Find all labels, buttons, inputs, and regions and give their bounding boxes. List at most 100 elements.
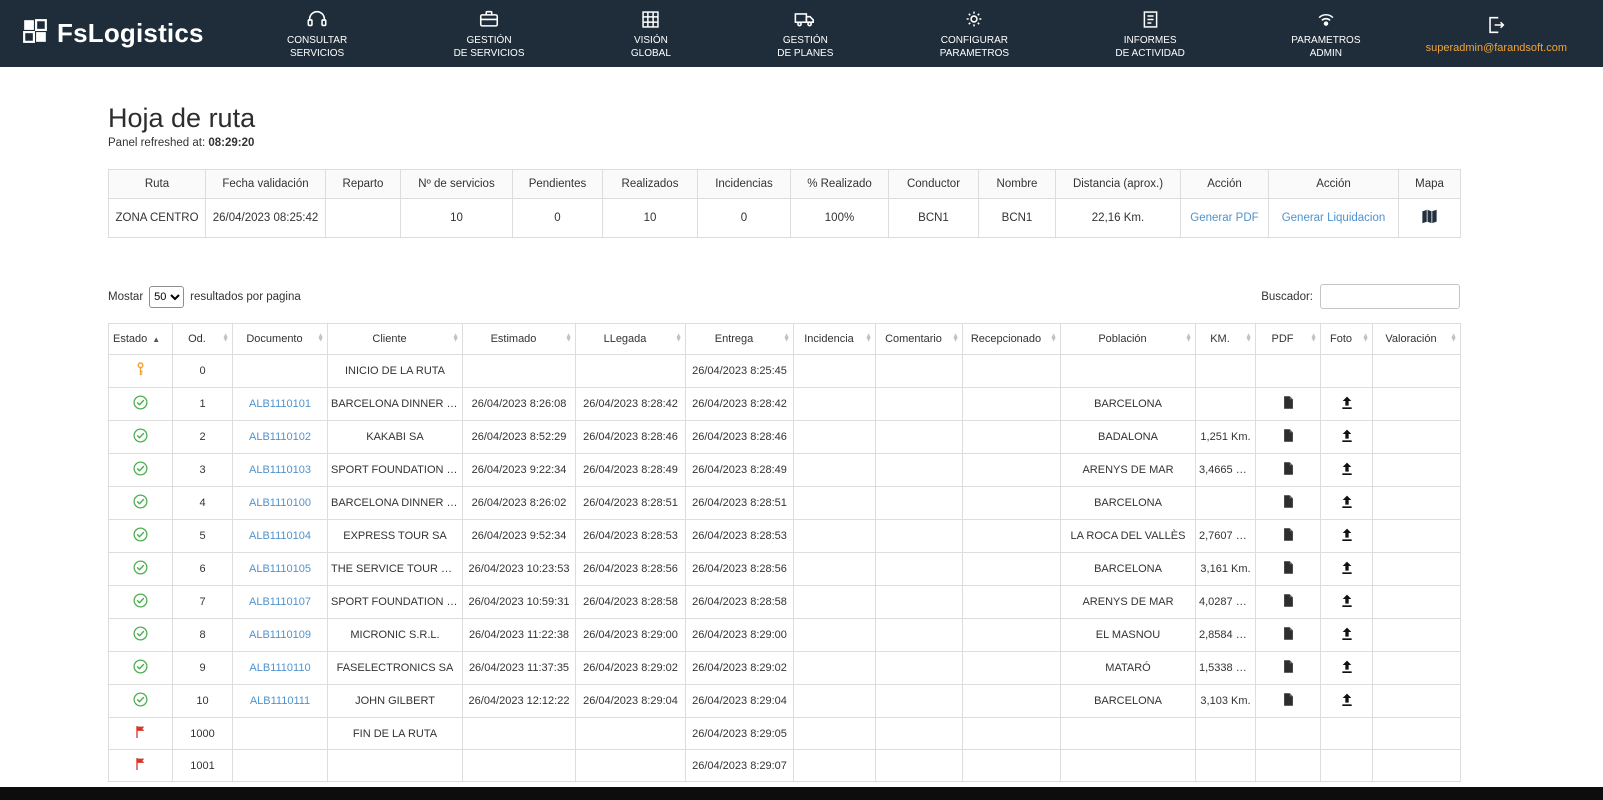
column-header-incidencia[interactable]: Incidencia ▲ ▼ bbox=[793, 323, 876, 355]
upload-icon[interactable] bbox=[1339, 527, 1355, 546]
pdf-file-icon[interactable] bbox=[1281, 658, 1296, 678]
documento-link[interactable]: ALB1110100 bbox=[249, 497, 311, 509]
logout-icon[interactable] bbox=[1485, 14, 1507, 37]
valoracion-cell bbox=[1372, 354, 1461, 388]
km-cell bbox=[1195, 749, 1256, 782]
generar-pdf-link[interactable]: Generar PDF bbox=[1190, 212, 1259, 224]
valoracion-cell bbox=[1372, 453, 1461, 487]
incidencia-cell bbox=[793, 519, 876, 553]
documento-link[interactable]: ALB1110105 bbox=[249, 563, 311, 575]
column-header-km-[interactable]: KM. ▲ ▼ bbox=[1195, 323, 1256, 355]
upload-icon[interactable] bbox=[1339, 659, 1355, 678]
documento-link[interactable]: ALB1110107 bbox=[249, 596, 311, 608]
poblacion-cell: BARCELONA bbox=[1060, 684, 1196, 718]
pdf-file-icon[interactable] bbox=[1281, 559, 1296, 579]
column-header-estado[interactable]: Estado ▲ bbox=[108, 323, 173, 355]
nav-item-consultar-servicios[interactable]: CONSULTAR SERVICIOS bbox=[287, 8, 347, 60]
upload-icon[interactable] bbox=[1339, 461, 1355, 480]
estado-cell bbox=[108, 453, 173, 487]
navbar-items: CONSULTAR SERVICIOS GESTIÓN DE SERVICIOS VIS… bbox=[217, 8, 1416, 60]
column-header-valoraci-n[interactable]: Valoración ▲ ▼ bbox=[1372, 323, 1461, 355]
pdf-file-icon[interactable] bbox=[1281, 394, 1296, 414]
nav-item-label: PARAMETROS ADMIN bbox=[1291, 34, 1361, 59]
column-header-comentario[interactable]: Comentario ▲ ▼ bbox=[875, 323, 963, 355]
generar-liquidacion-link[interactable]: Generar Liquidacion bbox=[1281, 212, 1386, 224]
nav-item-parametros-admin[interactable]: PARAMETROS ADMIN bbox=[1291, 8, 1361, 60]
key-icon bbox=[132, 361, 149, 381]
nav-item-gestion-de-servicios[interactable]: GESTIÓN DE SERVICIOS bbox=[454, 8, 525, 60]
valoracion-cell bbox=[1372, 486, 1461, 520]
route-services-table-body: 0 INICIO DE LA RUTA 26/04/2023 8:25:45 1 ALB… bbox=[108, 354, 1461, 782]
brand[interactable]: FsLogistics bbox=[22, 18, 217, 49]
nav-item-informes-de-actividad[interactable]: INFORMES DE ACTIVIDAD bbox=[1115, 8, 1185, 60]
flag-icon bbox=[133, 756, 149, 775]
valoracion-cell bbox=[1372, 749, 1461, 782]
sort-toggle-icon: ▲ ▼ bbox=[452, 332, 459, 344]
upload-icon[interactable] bbox=[1339, 428, 1355, 447]
upload-icon[interactable] bbox=[1339, 560, 1355, 579]
column-header-estimado[interactable]: Estimado ▲ ▼ bbox=[462, 323, 576, 355]
summary-column-header-9: Nombre bbox=[978, 169, 1056, 199]
documento-link[interactable]: ALB1110110 bbox=[249, 662, 311, 674]
documento-cell bbox=[232, 717, 328, 750]
documento-cell: ALB1110109 bbox=[232, 618, 328, 652]
summary-column-header-6: Incidencias bbox=[697, 169, 791, 199]
nav-item-vision-global[interactable]: VISIÓN GLOBAL bbox=[631, 8, 671, 60]
user-email[interactable]: superadmin@farandsoft.com bbox=[1425, 41, 1567, 54]
map-icon[interactable] bbox=[1420, 207, 1439, 229]
show-label: Mostar bbox=[108, 290, 144, 303]
pdf-file-icon[interactable] bbox=[1281, 526, 1296, 546]
documento-link[interactable]: ALB1110111 bbox=[249, 695, 311, 707]
documento-cell: ALB1110111 bbox=[232, 684, 328, 718]
incidencia-cell bbox=[793, 354, 876, 388]
table-row: 7 ALB1110107 SPORT FOUNDATION S.L. 26/04/20… bbox=[108, 585, 1461, 619]
column-header-poblaci-n[interactable]: Población ▲ ▼ bbox=[1060, 323, 1196, 355]
summary-num-servicios: 10 bbox=[400, 198, 513, 238]
documento-link[interactable]: ALB1110102 bbox=[249, 431, 311, 443]
column-header-recepcionado[interactable]: Recepcionado ▲ ▼ bbox=[962, 323, 1061, 355]
pdf-file-icon[interactable] bbox=[1281, 625, 1296, 645]
refreshed-label: Panel refreshed at: bbox=[108, 137, 206, 149]
llegada-cell: 26/04/2023 8:29:02 bbox=[575, 651, 686, 685]
documento-link[interactable]: ALB1110109 bbox=[249, 629, 311, 641]
documento-link[interactable]: ALB1110101 bbox=[249, 398, 311, 410]
column-header-entrega[interactable]: Entrega ▲ ▼ bbox=[685, 323, 794, 355]
poblacion-cell bbox=[1060, 717, 1196, 750]
incidencia-cell bbox=[793, 651, 876, 685]
bottom-bar bbox=[0, 787, 1603, 800]
summary-column-header-5: Realizados bbox=[602, 169, 698, 199]
llegada-cell bbox=[575, 717, 686, 750]
pdf-file-icon[interactable] bbox=[1281, 460, 1296, 480]
recepcionado-cell bbox=[962, 585, 1061, 619]
cliente-cell: MICRONIC S.R.L. bbox=[327, 618, 463, 652]
page-size-select[interactable]: 50 bbox=[149, 285, 185, 308]
main-content: Hoja de ruta Panel refreshed at: 08:29:2… bbox=[108, 103, 1461, 800]
column-header-cliente[interactable]: Cliente ▲ ▼ bbox=[327, 323, 463, 355]
comentario-cell bbox=[875, 749, 963, 782]
documento-link[interactable]: ALB1110104 bbox=[249, 530, 311, 542]
upload-icon[interactable] bbox=[1339, 395, 1355, 414]
upload-icon[interactable] bbox=[1339, 593, 1355, 612]
column-header-pdf[interactable]: PDF ▲ ▼ bbox=[1255, 323, 1321, 355]
column-header-llegada[interactable]: LLegada ▲ ▼ bbox=[575, 323, 686, 355]
documento-link[interactable]: ALB1110103 bbox=[249, 464, 311, 476]
search-input[interactable] bbox=[1320, 284, 1460, 309]
pdf-file-icon[interactable] bbox=[1281, 493, 1296, 513]
check-circle-icon bbox=[132, 625, 149, 645]
pdf-file-icon[interactable] bbox=[1281, 592, 1296, 612]
pdf-file-icon[interactable] bbox=[1281, 427, 1296, 447]
upload-icon[interactable] bbox=[1339, 692, 1355, 711]
nav-item-configurar-parametros[interactable]: CONFIGURAR PARAMETROS bbox=[940, 8, 1009, 60]
incidencia-cell bbox=[793, 618, 876, 652]
upload-icon[interactable] bbox=[1339, 626, 1355, 645]
column-header-foto[interactable]: Foto ▲ ▼ bbox=[1320, 323, 1373, 355]
nav-item-gestion-de-planes[interactable]: GESTIÓN DE PLANES bbox=[777, 8, 833, 60]
recepcionado-cell bbox=[962, 618, 1061, 652]
column-header-od-[interactable]: Od. ▲ ▼ bbox=[172, 323, 233, 355]
column-header-documento[interactable]: Documento ▲ ▼ bbox=[232, 323, 328, 355]
column-header-label: KM. bbox=[1210, 333, 1230, 345]
pdf-file-icon[interactable] bbox=[1281, 691, 1296, 711]
upload-icon[interactable] bbox=[1339, 494, 1355, 513]
summary-reparto bbox=[325, 198, 401, 238]
column-header-label: Comentario bbox=[885, 333, 942, 345]
